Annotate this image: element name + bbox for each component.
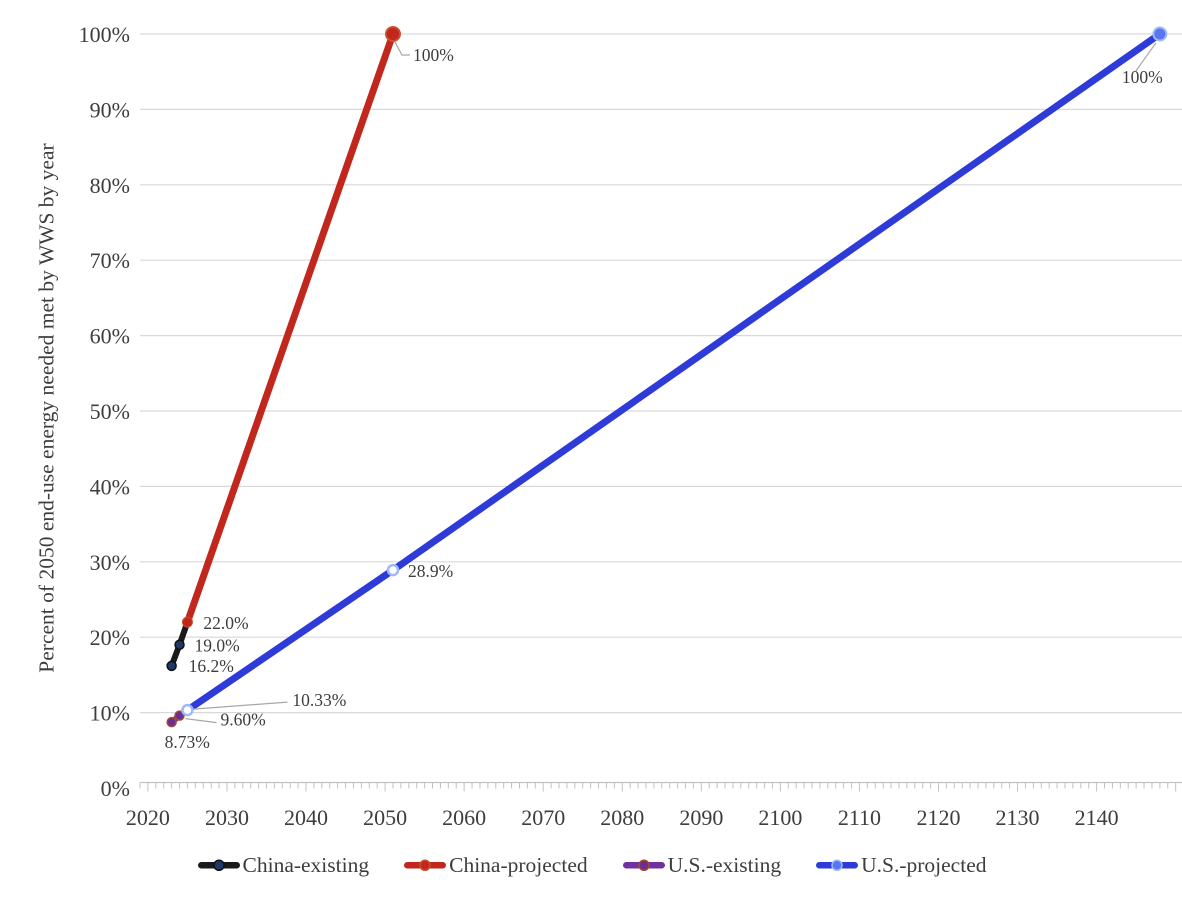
data-label-873: 8.73% (165, 732, 210, 752)
leader-line (193, 701, 288, 710)
y-tick-label-60: 60% (90, 324, 130, 349)
legend-label-china-existing: China-existing (242, 852, 370, 877)
y-tick-label-20: 20% (90, 625, 130, 650)
x-tick-label-2030: 2030 (205, 805, 249, 830)
x-tick-label-2090: 2090 (679, 805, 723, 830)
legend-label-u-s-existing: U.S.-existing (667, 852, 782, 877)
legend: China-existing China-projected U.S.-existi… (0, 848, 1182, 882)
data-label-289: 28.9% (408, 561, 453, 581)
x-tick-label-2040: 2040 (284, 805, 328, 830)
leader-line (1135, 42, 1157, 72)
legend-item-china-existing: China-existing (196, 852, 370, 878)
y-tick-label-0: 0% (101, 776, 130, 801)
data-point-u-s-existing (166, 716, 177, 728)
legend-marker-china-existing (197, 859, 240, 871)
leader-line (185, 718, 217, 724)
legend-item-u-s-existing: U.S.-existing (621, 853, 781, 878)
legend-marker-china-projected (404, 859, 447, 871)
data-point-china-existing (174, 639, 185, 650)
data-label-100: 100% (413, 45, 454, 65)
legend-item-u-s-projected: U.S.-projected (814, 852, 987, 878)
y-axis-title: Percent of 2050 end-use energy needed me… (34, 143, 59, 673)
data-point-china-projected (181, 616, 193, 628)
data-point-u-s-projected (386, 563, 400, 577)
y-tick-label-90: 90% (90, 97, 130, 122)
x-tick-label-2070: 2070 (521, 805, 565, 830)
x-tick-label-2080: 2080 (600, 805, 644, 830)
data-point-u-s-projected (1152, 26, 1168, 42)
x-tick-label-2120: 2120 (916, 805, 960, 830)
y-tick-label-40: 40% (90, 474, 130, 499)
data-label-100: 100% (1122, 67, 1163, 87)
legend-item-china-projected: China-projected (402, 853, 588, 878)
x-tick-label-2020: 2020 (126, 805, 170, 830)
legend-label-china-projected: China-projected (449, 852, 588, 877)
legend-label-u-s-projected: U.S.-projected (861, 852, 987, 877)
x-tick-label-2100: 2100 (758, 805, 802, 830)
y-tick-label-50: 50% (90, 399, 130, 424)
x-tick-label-2060: 2060 (442, 805, 486, 830)
x-tick-label-2050: 2050 (363, 805, 407, 830)
x-tick-label-2110: 2110 (838, 805, 881, 830)
y-tick-label-100: 100% (79, 22, 130, 47)
x-tick-label-2140: 2140 (1075, 805, 1119, 830)
y-tick-label-10: 10% (90, 701, 130, 726)
legend-dot-swatch (212, 859, 225, 871)
legend-dot-swatch (637, 859, 650, 871)
leader-line (394, 41, 410, 56)
data-point-u-s-projected (181, 703, 194, 717)
data-point-china-existing (166, 660, 177, 672)
y-tick-label-80: 80% (90, 173, 130, 198)
series-line-u-s-projected (183, 30, 1164, 714)
y-tick-label-70: 70% (90, 248, 130, 273)
data-label-220: 22.0% (203, 613, 248, 633)
data-label-162: 16.2% (189, 656, 234, 676)
legend-marker-u-s-existing (622, 859, 665, 871)
series-line-china-projected (183, 30, 397, 626)
data-label-960: 9.60% (221, 710, 266, 730)
data-point-u-s-existing (174, 710, 185, 721)
data-point-china-projected (384, 26, 401, 42)
x-tick-label-2130: 2130 (996, 805, 1040, 830)
data-label-1033: 10.33% (292, 690, 346, 710)
legend-dot-swatch (831, 859, 843, 871)
data-label-190: 19.0% (195, 636, 240, 656)
y-tick-label-30: 30% (90, 550, 130, 575)
legend-marker-u-s-projected (816, 859, 859, 871)
legend-dot-swatch (419, 859, 431, 871)
